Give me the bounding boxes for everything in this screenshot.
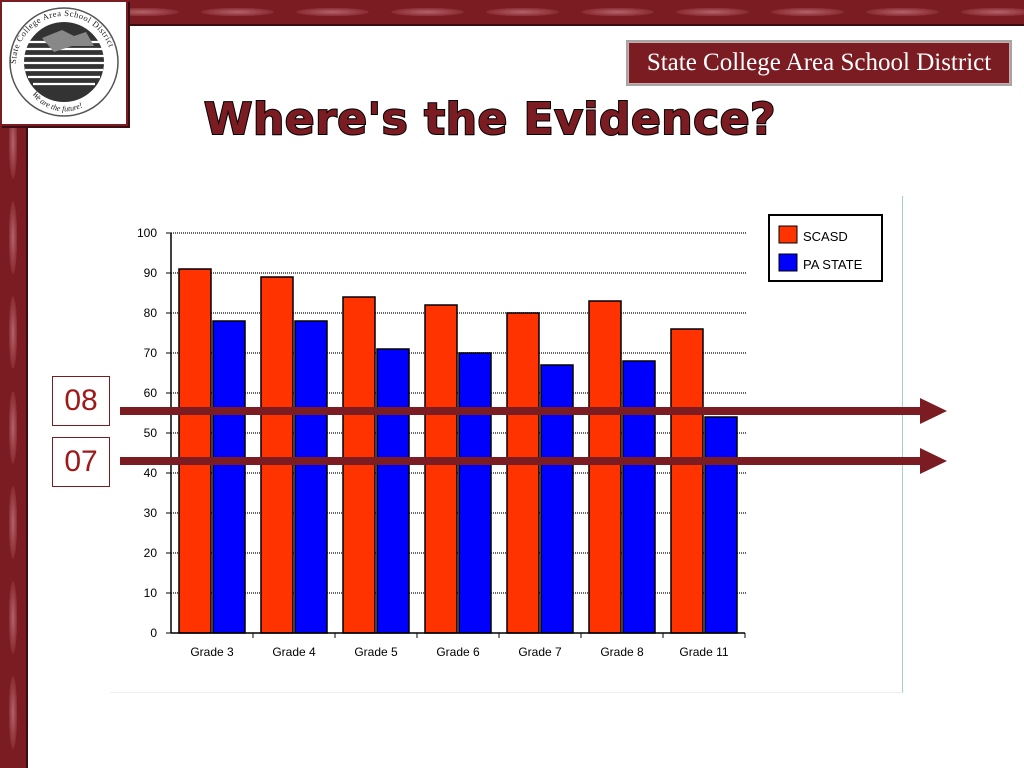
y-tick-label: 40 [144,466,158,480]
y-tick-label: 10 [144,586,158,600]
legend-label: SCASD [803,229,848,244]
legend-swatch [778,253,798,272]
x-tick-label: Grade 4 [272,645,316,659]
y-tick-label: 60 [144,386,158,400]
marker-arrow-head [920,398,947,424]
y-tick-label: 70 [144,346,158,360]
bar-scasd [506,312,540,634]
x-tick-label: Grade 6 [436,645,480,659]
y-tick-label: 100 [137,226,157,240]
bar-scasd [178,268,212,634]
marker-arrow-head [920,448,947,474]
y-tick-label: 90 [144,266,158,280]
slide-title: Where's the Evidence? [203,93,777,146]
district-name-banner: State College Area School District [626,40,1012,86]
bar-pa-state [540,364,574,634]
y-tick-label: 50 [144,426,158,440]
district-logo: State College Area School District We ar… [0,0,128,126]
bar-pa-state [376,348,410,634]
bar-pa-state [458,352,492,634]
bar-scasd [424,304,458,634]
y-tick-label: 80 [144,306,158,320]
left-decorative-band [0,0,28,768]
x-tick-label: Grade 5 [354,645,398,659]
y-tick-label: 30 [144,506,158,520]
x-tick-label: Grade 8 [600,645,644,659]
bar-scasd [260,276,294,634]
bar-scasd [670,328,704,634]
year-marker-07: 07 [52,437,110,487]
bar-pa-state [212,320,246,634]
y-tick-label: 0 [150,626,157,640]
bar-pa-state [294,320,328,634]
bar-pa-state [704,416,738,634]
top-decorative-band [0,0,1024,26]
x-tick-label: Grade 7 [518,645,562,659]
y-tick-label: 20 [144,546,158,560]
year-marker-08: 08 [52,376,110,426]
bar-pa-state [622,360,656,634]
x-tick-label: Grade 11 [679,645,728,659]
legend-label: PA STATE [803,257,863,272]
district-seal-icon: State College Area School District We ar… [8,7,119,117]
bar-scasd [588,300,622,634]
legend-swatch [778,225,798,244]
x-tick-label: Grade 3 [190,645,234,659]
